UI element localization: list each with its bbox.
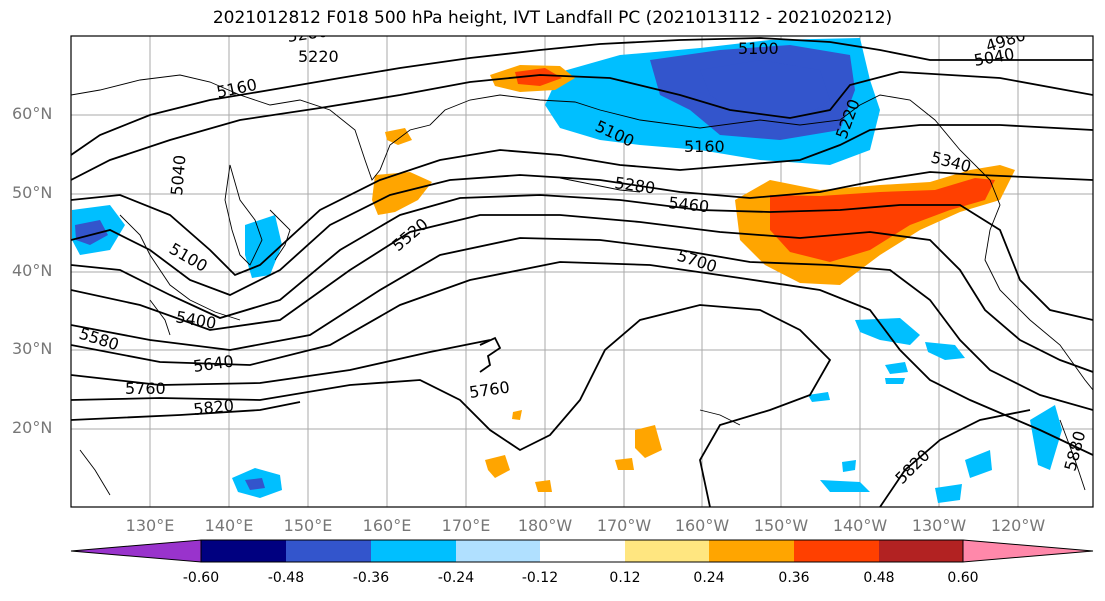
lon-label: 160°W — [674, 516, 730, 535]
contour-label: 5220 — [298, 47, 339, 66]
colorbar-tick-label: -0.12 — [521, 570, 559, 586]
colorbar-segment — [879, 540, 963, 562]
colorbar-tick-label: -0.36 — [352, 570, 390, 586]
colorbar-segment — [709, 540, 794, 562]
colorbar-tick-label: 0.36 — [778, 570, 810, 586]
colorbar-segment — [540, 540, 625, 562]
lon-label: 140°E — [204, 516, 254, 535]
colorbar-segment — [286, 540, 371, 562]
contour-label: 5280 — [286, 21, 329, 45]
lon-label: 130°W — [911, 516, 967, 535]
contour-label: 5760 — [125, 379, 166, 398]
colorbar-tick-label: 0.60 — [947, 570, 979, 586]
lat-label: 50°N — [12, 183, 53, 202]
lat-label: 20°N — [12, 418, 53, 437]
lon-label: 160°E — [362, 516, 412, 535]
colorbar — [70, 539, 1094, 563]
colorbar-segment — [456, 540, 540, 562]
colorbar-tick-label: 0.12 — [609, 570, 641, 586]
colorbar-max-extend — [962, 539, 1094, 563]
lon-label: 180°W — [517, 516, 573, 535]
colorbar-segment — [625, 540, 709, 562]
lat-label: 60°N — [12, 104, 53, 123]
contour-label: 5100 — [738, 39, 779, 58]
contour-label: 5460 — [668, 193, 710, 216]
colorbar-tick-label: -0.60 — [182, 570, 220, 586]
colorbar-segment — [201, 540, 286, 562]
height-contours — [71, 37, 1093, 507]
lat-label: 30°N — [12, 339, 53, 358]
contour-label: 5160 — [684, 137, 725, 156]
lon-label: 170°W — [596, 516, 652, 535]
ivt-negative-shading — [72, 38, 1062, 503]
lat-label: 40°N — [12, 261, 53, 280]
lon-label: 130°E — [125, 516, 175, 535]
colorbar-tick-label: 0.48 — [863, 570, 895, 586]
colorbar-segment — [371, 540, 456, 562]
colorbar-segment — [794, 540, 879, 562]
lon-label: 140°W — [832, 516, 888, 535]
colorbar-tick-label: -0.24 — [437, 570, 475, 586]
lon-label: 120°W — [990, 516, 1046, 535]
contour-label: 5820 — [192, 396, 234, 419]
coastlines — [71, 74, 1093, 496]
colorbar-min-extend — [70, 539, 202, 563]
lon-label: 150°W — [753, 516, 809, 535]
map-title: 2021012812 F018 500 hPa height, IVT Land… — [212, 8, 893, 28]
contour-label: 5040 — [167, 154, 189, 196]
colorbar-tick-label: -0.48 — [267, 570, 305, 586]
ivt-positive-shading — [372, 65, 1015, 492]
map-frame — [70, 35, 1094, 508]
lon-label: 150°E — [283, 516, 333, 535]
colorbar-tick-label: 0.24 — [693, 570, 725, 586]
lon-label: 170°E — [441, 516, 491, 535]
